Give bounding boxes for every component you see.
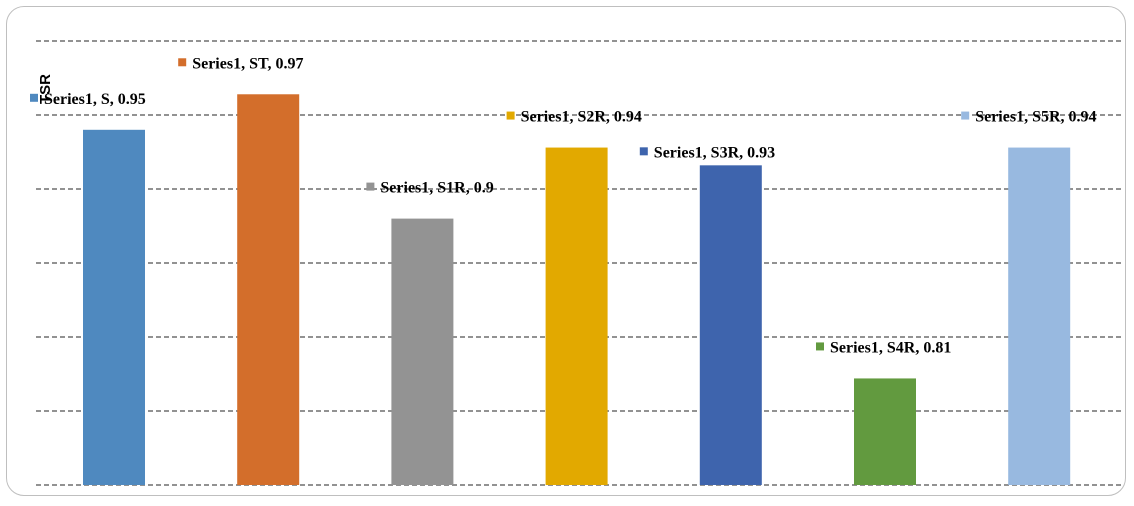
- data-labels: Series1, S, 0.95 Series1, ST, 0.97 Series1…: [30, 55, 1097, 356]
- data-label-text: Series1, S1R, 0.9: [380, 180, 493, 197]
- bar-s1r: [391, 218, 454, 485]
- bar-s: [83, 129, 145, 486]
- data-label-text: Series1, S5R, 0.94: [975, 109, 1096, 126]
- data-label-text: Series1, S2R, 0.94: [521, 109, 642, 126]
- gridlines: [36, 40, 1122, 486]
- legend-key-icon: [30, 93, 38, 102]
- legend-key-icon: [639, 147, 648, 156]
- bars: [83, 94, 1071, 486]
- legend-key-icon: [961, 111, 970, 120]
- legend-key-icon: [366, 182, 375, 191]
- data-label-s5r: Series1, S5R, 0.94: [961, 109, 1097, 126]
- data-label-text: Series1, S3R, 0.93: [654, 144, 775, 161]
- bar-st: [237, 94, 300, 485]
- bar-s3r: [699, 165, 762, 485]
- data-label-s: Series1, S, 0.95: [30, 91, 146, 108]
- data-label-s1r: Series1, S1R, 0.9: [366, 180, 494, 197]
- legend-key-icon: [506, 111, 515, 120]
- data-label-text: Series1, S, 0.95: [44, 91, 146, 108]
- data-label-text: Series1, ST, 0.97: [192, 55, 303, 72]
- y-axis-label: TSR: [37, 74, 54, 104]
- data-label-s2r: Series1, S2R, 0.94: [506, 109, 642, 126]
- legend-key-icon: [178, 58, 187, 67]
- bar-s4r: [854, 378, 916, 485]
- data-label-s3r: Series1, S3R, 0.93: [639, 144, 775, 161]
- data-label-s4r: Series1, S4R, 0.81: [816, 339, 951, 356]
- bar-s2r: [545, 147, 608, 485]
- data-label-st: Series1, ST, 0.97: [178, 55, 303, 72]
- bar-s5r: [1008, 147, 1071, 485]
- legend-key-icon: [816, 342, 824, 351]
- data-label-text: Series1, S4R, 0.81: [830, 339, 951, 356]
